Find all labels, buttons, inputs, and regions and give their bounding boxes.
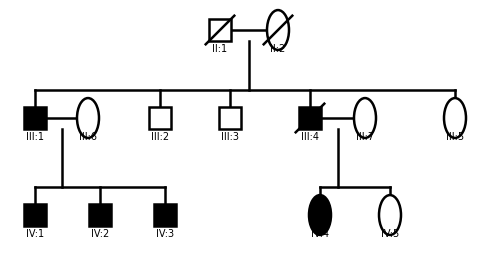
Text: III:4: III:4 (301, 132, 319, 142)
Text: III:1: III:1 (26, 132, 44, 142)
Text: IV:1: IV:1 (26, 229, 44, 239)
Ellipse shape (444, 98, 466, 138)
Text: IV:3: IV:3 (156, 229, 174, 239)
Text: III:7: III:7 (356, 132, 374, 142)
Text: III:5: III:5 (446, 132, 464, 142)
Text: III:6: III:6 (79, 132, 97, 142)
Ellipse shape (379, 195, 401, 235)
Text: II:2: II:2 (270, 44, 285, 54)
Bar (219, 107, 241, 129)
Bar (154, 204, 176, 226)
Text: IV:5: IV:5 (381, 229, 399, 239)
Ellipse shape (77, 98, 99, 138)
Ellipse shape (309, 195, 331, 235)
Text: III:3: III:3 (221, 132, 239, 142)
Text: IV:4: IV:4 (311, 229, 329, 239)
Bar (299, 107, 321, 129)
Ellipse shape (267, 10, 289, 50)
Bar (149, 107, 171, 129)
Text: III:2: III:2 (151, 132, 169, 142)
Text: IV:2: IV:2 (91, 229, 109, 239)
Bar (24, 107, 46, 129)
Ellipse shape (354, 98, 376, 138)
Text: II:1: II:1 (212, 44, 228, 54)
Bar (24, 204, 46, 226)
Bar (209, 19, 231, 41)
Bar (89, 204, 111, 226)
